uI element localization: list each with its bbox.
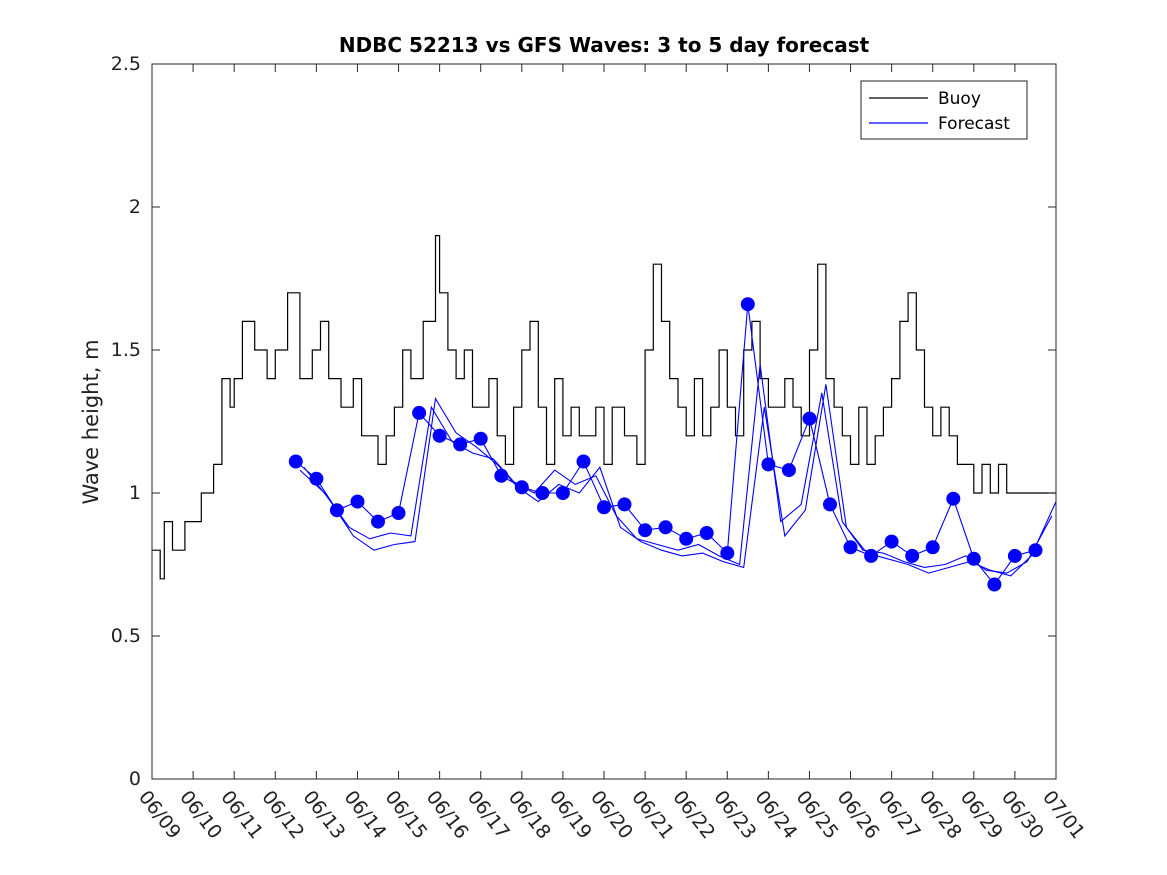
forecast-point — [309, 471, 324, 486]
x-tick-label: 06/26 — [833, 787, 884, 844]
forecast-point — [494, 468, 509, 483]
forecast-point — [391, 506, 406, 520]
x-tick-label: 06/22 — [668, 787, 719, 844]
forecast-point — [761, 457, 776, 472]
forecast-point — [473, 431, 488, 446]
legend-label: Forecast — [938, 114, 1010, 134]
y-tick-label: 1.5 — [111, 339, 141, 361]
series-line-2 — [299, 364, 1053, 574]
x-tick-label: 06/18 — [504, 787, 555, 844]
forecast-point — [432, 428, 447, 443]
legend-label: Buoy — [938, 89, 981, 109]
forecast-point — [514, 480, 529, 495]
y-tick-label: 0.5 — [111, 625, 141, 647]
forecast-point — [288, 454, 303, 469]
forecast-point — [555, 486, 570, 500]
forecast-point — [905, 548, 920, 563]
legend: Buoy Forecast — [860, 80, 1028, 140]
x-tick-label: 06/19 — [545, 787, 596, 844]
forecast-point — [350, 494, 365, 509]
forecast-point — [781, 463, 796, 478]
x-tick-label: 06/17 — [463, 787, 514, 844]
forecast-point — [453, 437, 468, 452]
forecast-point — [1007, 548, 1022, 563]
forecast-point — [925, 540, 940, 555]
forecast-point — [617, 497, 632, 512]
x-tick-label: 07/01 — [1038, 787, 1089, 844]
x-tick-label: 06/14 — [340, 787, 391, 844]
forecast-point — [966, 551, 981, 566]
x-tick-label: 06/27 — [874, 787, 925, 844]
forecast-point — [535, 486, 550, 500]
x-tick-label: 06/12 — [257, 787, 308, 844]
forecast-point — [597, 500, 611, 515]
forecast-point — [371, 514, 385, 529]
forecast-point — [412, 405, 427, 420]
x-tick-label: 06/13 — [298, 787, 349, 844]
x-tick-label: 06/30 — [997, 787, 1048, 844]
x-tick-label: 06/23 — [709, 787, 760, 844]
x-tick-label: 06/10 — [175, 787, 226, 844]
forecast-point — [987, 577, 1002, 592]
forecast-point — [802, 411, 817, 426]
legend-box — [860, 80, 1028, 140]
x-tick-label: 06/15 — [381, 787, 432, 844]
x-tick-label: 06/16 — [422, 787, 473, 844]
x-tick-label: 06/29 — [956, 787, 1007, 844]
x-tick-label: 06/09 — [134, 787, 185, 844]
forecast-point — [864, 548, 879, 563]
y-tick-label: 0 — [129, 768, 141, 790]
plot-series — [152, 235, 1057, 586]
plot-markers — [288, 297, 1043, 592]
forecast-point — [720, 546, 735, 561]
forecast-point — [823, 497, 837, 512]
x-tick-label: 06/25 — [792, 787, 843, 844]
forecast-point — [329, 503, 344, 518]
forecast-point — [884, 534, 899, 549]
forecast-point — [946, 491, 961, 506]
series-line-3 — [303, 384, 1057, 577]
forecast-point — [1028, 543, 1043, 558]
y-tick-label: 2 — [129, 196, 141, 218]
forecast-point — [576, 454, 591, 469]
x-tick-label: 06/21 — [627, 787, 678, 844]
forecast-point — [843, 540, 858, 555]
forecast-point — [740, 297, 755, 312]
axes: 00.511.522.506/0906/1006/1106/1206/1306/… — [111, 53, 1089, 843]
x-tick-label: 06/11 — [216, 787, 267, 844]
x-tick-label: 06/20 — [586, 787, 637, 844]
forecast-point — [658, 520, 673, 535]
forecast-point — [679, 531, 694, 546]
x-tick-label: 06/24 — [750, 787, 801, 844]
forecast-point — [638, 523, 653, 538]
series-line-0 — [152, 235, 1056, 580]
y-tick-label: 2.5 — [111, 53, 141, 75]
chart-title: NDBC 52213 vs GFS Waves: 3 to 5 day fore… — [339, 33, 870, 57]
y-axis-label: Wave height, m — [79, 339, 103, 504]
x-tick-label: 06/28 — [915, 787, 966, 844]
forecast-point — [699, 526, 714, 540]
y-tick-label: 1 — [129, 482, 141, 504]
